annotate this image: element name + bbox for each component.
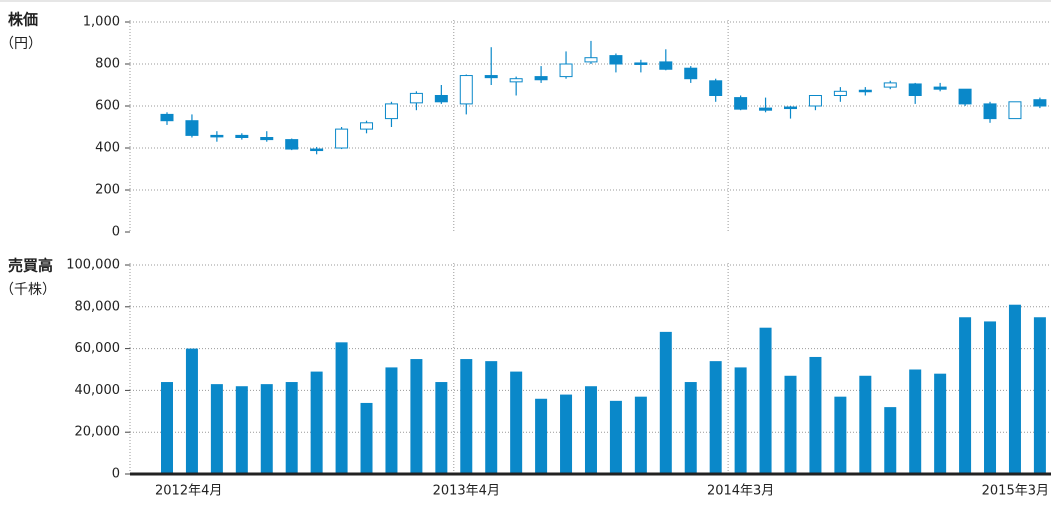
y-tick-label: 40,000 xyxy=(75,383,121,398)
candle-body xyxy=(833,90,847,97)
candle-body xyxy=(210,134,224,138)
candle-body xyxy=(784,106,797,110)
x-tick-label: 2012年4月 xyxy=(155,484,222,499)
candle-body xyxy=(933,86,947,90)
y-tick-label: 80,000 xyxy=(75,299,121,314)
bar xyxy=(410,359,423,474)
bar xyxy=(984,321,997,474)
candle-body xyxy=(808,95,822,107)
candle-body xyxy=(335,128,349,149)
bar xyxy=(285,382,298,474)
candle-body xyxy=(883,82,897,88)
y-tick-label: 800 xyxy=(95,57,120,72)
bar xyxy=(709,361,722,474)
candle-body xyxy=(235,134,249,138)
bar xyxy=(884,407,897,474)
bar xyxy=(260,384,273,474)
candle-body xyxy=(459,75,473,105)
bar xyxy=(1033,317,1046,474)
y-tick-label: 0 xyxy=(112,225,120,240)
bar xyxy=(1008,304,1021,474)
candle-body xyxy=(285,139,299,150)
x-tick-label: 2014年3月 xyxy=(707,484,774,499)
candle-body xyxy=(509,78,523,83)
bar xyxy=(684,382,697,474)
bar xyxy=(185,348,198,474)
y-tick-label: 60,000 xyxy=(75,341,121,356)
x-tick-label: 2013年4月 xyxy=(433,484,500,499)
y-tick-label: 400 xyxy=(95,141,120,156)
candle-body xyxy=(634,62,648,65)
bar xyxy=(609,400,622,474)
bar xyxy=(385,367,398,474)
bar xyxy=(784,375,797,474)
y-tick-label: 20,000 xyxy=(75,425,121,440)
bar xyxy=(959,317,972,474)
bar xyxy=(659,331,672,474)
bar xyxy=(809,356,822,474)
bar xyxy=(934,373,947,474)
y-tick-label: 100,000 xyxy=(66,258,120,273)
candle-body xyxy=(484,75,498,79)
bar xyxy=(310,371,323,474)
bar xyxy=(210,384,223,474)
bar xyxy=(360,402,373,474)
candle-body xyxy=(684,67,698,80)
candle-body xyxy=(908,83,922,96)
bar xyxy=(759,327,772,474)
candle-body xyxy=(360,122,374,130)
candle-body xyxy=(409,92,423,104)
candle-body xyxy=(1033,99,1047,107)
bar xyxy=(485,361,498,474)
x-tick-label: 2015年3月 xyxy=(982,484,1049,499)
bar xyxy=(834,396,847,474)
candle-body xyxy=(434,95,448,103)
candle-body xyxy=(559,63,573,78)
candle-body xyxy=(185,120,199,136)
bar xyxy=(510,371,523,474)
bar xyxy=(560,394,573,474)
candle-body xyxy=(384,103,398,120)
candle-body xyxy=(659,61,673,70)
candle-body xyxy=(310,148,324,152)
candle-body xyxy=(160,113,174,122)
candle-body xyxy=(260,137,274,141)
candle-body xyxy=(584,57,598,63)
y-tick-label: 600 xyxy=(95,99,120,114)
candle-body xyxy=(534,76,548,81)
bar xyxy=(859,375,872,474)
bar xyxy=(460,359,473,474)
volume-label: 売買高 xyxy=(8,257,53,275)
candle-body xyxy=(958,88,972,105)
bar xyxy=(161,382,173,474)
y-tick-label: 1,000 xyxy=(83,15,120,30)
y-tick-label: 200 xyxy=(95,183,120,198)
price-unit: （円） xyxy=(0,36,42,52)
candle-body xyxy=(609,55,623,65)
bar xyxy=(909,369,922,474)
price-label: 株価 xyxy=(8,11,38,29)
bar xyxy=(535,398,548,474)
bar xyxy=(634,396,647,474)
bar xyxy=(235,386,248,474)
bar xyxy=(584,386,597,474)
candle-body xyxy=(734,97,748,110)
bar xyxy=(734,367,747,474)
candle-body xyxy=(983,103,997,120)
bar xyxy=(335,342,348,474)
volume-unit: （千株） xyxy=(0,282,56,298)
candle-body xyxy=(1008,101,1022,120)
candle-body xyxy=(759,107,773,111)
bar xyxy=(435,382,448,474)
candle-body xyxy=(858,89,872,93)
candle-body xyxy=(709,80,723,97)
y-tick-label: 0 xyxy=(112,467,120,482)
